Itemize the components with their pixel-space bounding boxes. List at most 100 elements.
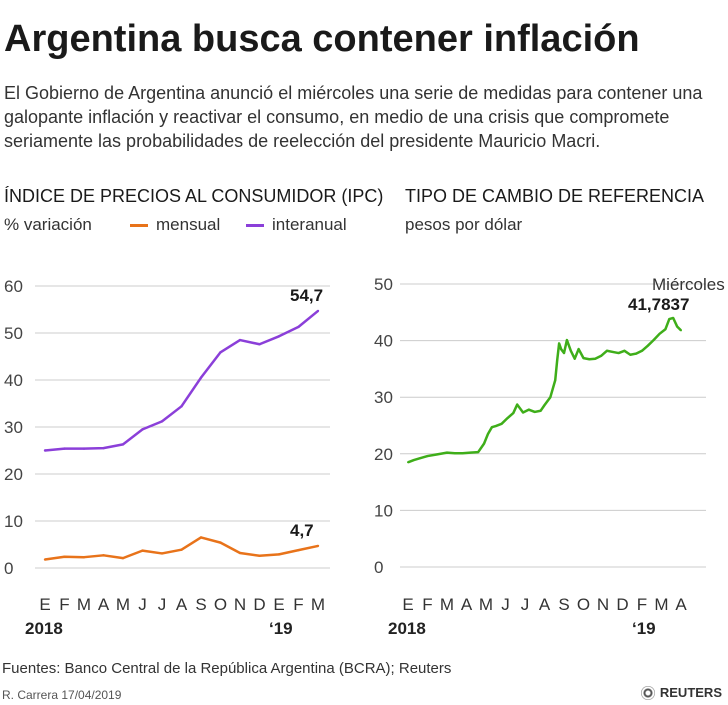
data-point-tipo-de-cambio bbox=[539, 409, 542, 412]
data-point-tipo-de-cambio bbox=[565, 339, 568, 342]
data-point-tipo-de-cambio bbox=[652, 339, 655, 342]
fx-unit-label: pesos por dólar bbox=[405, 215, 523, 234]
data-point-tipo-de-cambio bbox=[658, 332, 661, 335]
data-point-mensual bbox=[82, 555, 86, 559]
fx-xtick-label: F bbox=[422, 595, 432, 614]
ipc-xtick-label: A bbox=[98, 595, 110, 614]
data-point-tipo-de-cambio bbox=[641, 349, 643, 352]
fx-xtick-label: S bbox=[558, 595, 569, 614]
legend-swatch-interanual bbox=[246, 223, 264, 227]
data-point-tipo-de-cambio bbox=[506, 417, 509, 420]
data-point-interanual bbox=[277, 335, 281, 338]
data-point-tipo-de-cambio bbox=[477, 451, 480, 454]
legend-label-interanual: interanual bbox=[272, 215, 347, 234]
data-point-tipo-de-cambio bbox=[533, 410, 536, 413]
data-point-tipo-de-cambio bbox=[483, 442, 486, 445]
data-point-tipo-de-cambio bbox=[623, 349, 626, 352]
ipc-xtick-label: N bbox=[234, 595, 246, 614]
fx-panel-title: TIPO DE CAMBIO DE REFERENCIA bbox=[405, 186, 705, 206]
fx-xtick-label: M bbox=[654, 595, 668, 614]
data-point-interanual bbox=[160, 420, 164, 423]
series-line-interanual bbox=[44, 309, 319, 452]
data-point-interanual bbox=[199, 376, 203, 379]
fx-xtick-label: A bbox=[539, 595, 551, 614]
data-point-mensual bbox=[277, 553, 281, 556]
fx-xtick-label: E bbox=[402, 595, 413, 614]
ipc-panel-title: ÍNDICE DE PRECIOS AL CONSUMIDOR (IPC) bbox=[4, 186, 384, 206]
data-point-interanual bbox=[258, 343, 261, 346]
ipc-ytick-label: 60 bbox=[4, 277, 23, 296]
fx-ytick-label: 30 bbox=[374, 388, 393, 407]
legend-label-mensual: mensual bbox=[156, 215, 221, 234]
data-point-tipo-de-cambio bbox=[494, 425, 497, 428]
reuters-wordmark: REUTERS bbox=[659, 685, 722, 700]
ipc-xtick-label: E bbox=[273, 595, 284, 614]
end-label-mensual: 4,7 bbox=[290, 521, 314, 540]
data-point-tipo-de-cambio bbox=[490, 426, 493, 429]
data-point-mensual bbox=[219, 541, 222, 544]
data-point-interanual bbox=[297, 325, 300, 329]
ipc-xtick-label: E bbox=[39, 595, 50, 614]
data-point-interanual bbox=[238, 338, 242, 342]
legend-item-mensual: mensual bbox=[130, 215, 220, 235]
fx-xtick-label: F bbox=[637, 595, 647, 614]
ipc-xtick-label: O bbox=[214, 595, 227, 614]
annotation-label-miercoles: Miércoles bbox=[652, 275, 725, 294]
chart-title: Argentina busca contener inflación bbox=[4, 18, 640, 60]
annotation-value: 41,7837 bbox=[628, 295, 689, 314]
data-point-tipo-de-cambio bbox=[582, 357, 585, 360]
legend-item-interanual: interanual bbox=[246, 215, 347, 235]
fx-xtick-label: A bbox=[675, 595, 687, 614]
data-point-tipo-de-cambio bbox=[436, 453, 439, 456]
data-point-interanual bbox=[316, 309, 320, 313]
data-point-tipo-de-cambio bbox=[569, 349, 572, 352]
ipc-xtick-label: J bbox=[138, 595, 147, 614]
data-point-interanual bbox=[63, 447, 66, 450]
data-point-tipo-de-cambio bbox=[676, 325, 679, 328]
data-point-tipo-de-cambio bbox=[461, 452, 464, 455]
data-point-tipo-de-cambio bbox=[563, 352, 565, 355]
data-point-tipo-de-cambio bbox=[446, 451, 448, 454]
credit-note: R. Carrera 17/04/2019 bbox=[2, 688, 122, 702]
data-point-mensual bbox=[297, 548, 300, 552]
data-point-mensual bbox=[160, 552, 164, 555]
legend-swatch-mensual bbox=[130, 223, 148, 227]
data-point-interanual bbox=[141, 428, 144, 431]
data-point-tipo-de-cambio bbox=[672, 316, 675, 319]
data-point-tipo-de-cambio bbox=[594, 357, 597, 360]
ipc-ytick-label: 0 bbox=[4, 559, 13, 578]
fx-xtick-label: J bbox=[521, 595, 530, 614]
data-point-interanual bbox=[102, 446, 105, 450]
data-point-tipo-de-cambio bbox=[554, 379, 557, 382]
data-point-tipo-de-cambio bbox=[522, 411, 525, 414]
fx-xtick-label: D bbox=[616, 595, 628, 614]
data-point-tipo-de-cambio bbox=[556, 359, 559, 362]
data-point-tipo-de-cambio bbox=[611, 350, 614, 353]
data-point-tipo-de-cambio bbox=[407, 461, 409, 464]
data-point-mensual bbox=[63, 555, 66, 558]
data-point-mensual bbox=[258, 554, 261, 557]
ipc-ytick-label: 20 bbox=[4, 465, 23, 484]
data-point-tipo-de-cambio bbox=[516, 403, 519, 406]
fx-xtick-label: N bbox=[597, 595, 609, 614]
data-point-tipo-de-cambio bbox=[418, 457, 421, 460]
ipc-xtick-label: J bbox=[158, 595, 167, 614]
ipc-xtick-label: D bbox=[253, 595, 265, 614]
ipc-xtick-label: A bbox=[176, 595, 188, 614]
source-note: Fuentes: Banco Central de la República A… bbox=[2, 660, 452, 677]
data-point-tipo-de-cambio bbox=[527, 408, 530, 411]
data-point-interanual bbox=[219, 351, 222, 354]
series-line-tipo-de-cambio bbox=[407, 316, 682, 464]
data-point-tipo-de-cambio bbox=[560, 348, 563, 351]
data-point-interanual bbox=[121, 443, 125, 446]
data-point-tipo-de-cambio bbox=[635, 352, 638, 355]
ipc-xtick-label: M bbox=[77, 595, 91, 614]
fx-xtick-label: A bbox=[461, 595, 473, 614]
data-point-tipo-de-cambio bbox=[617, 352, 620, 355]
data-point-tipo-de-cambio bbox=[577, 348, 580, 351]
fx-xtick-label: M bbox=[479, 595, 493, 614]
fx-ytick-label: 50 bbox=[374, 275, 393, 294]
data-point-tipo-de-cambio bbox=[549, 396, 552, 399]
data-point-mensual bbox=[316, 544, 320, 548]
